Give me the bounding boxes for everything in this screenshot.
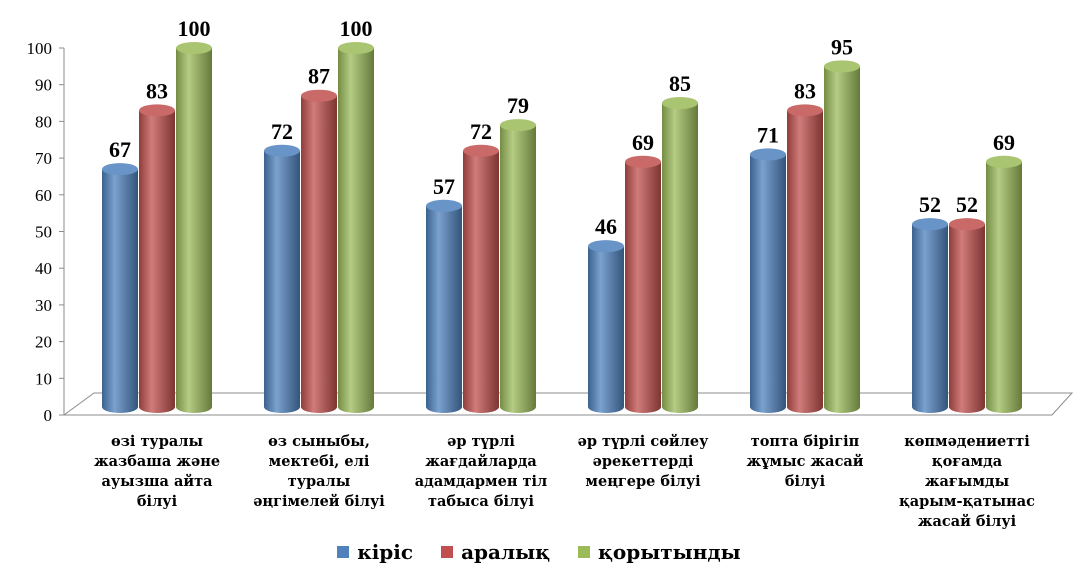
category-label-0: өзі туралы жазбаша және ауызша айта білу…: [93, 433, 221, 510]
data-label-3-series-2: 85: [669, 71, 691, 96]
y-tick-label: 100: [27, 39, 53, 58]
data-label-3-series-0: 46: [595, 214, 617, 239]
y-tick-label: 30: [35, 296, 52, 315]
data-label-2-series-1: 72: [470, 119, 492, 144]
legend-swatch-series-2: [578, 546, 591, 558]
legend-swatch-series-0: [337, 546, 350, 558]
bar-4-series-2: [824, 60, 860, 413]
data-label-2-series-0: 57: [433, 174, 455, 199]
data-label-2-series-2: 79: [507, 93, 529, 118]
data-labels-group: 67 83 100 72 87 100 57 72 79 46 69 85 71 83 95 52 52 69: [109, 16, 1015, 239]
bar-0-series-0: [102, 163, 138, 413]
category-label-4: топта бірігіп жұмыс жасай білуі: [746, 433, 864, 490]
legend: кіріс аралық қорытынды: [0, 540, 1078, 564]
data-label-5-series-1: 52: [956, 192, 978, 217]
data-label-4-series-0: 71: [757, 122, 779, 147]
bar-3-series-1: [625, 155, 661, 413]
data-label-1-series-1: 87: [308, 64, 330, 89]
bar-3-series-2: [662, 97, 698, 414]
y-tick-label: 90: [35, 76, 52, 95]
data-label-3-series-1: 69: [632, 130, 654, 155]
y-tick-label: 40: [35, 259, 52, 278]
bar-4-series-0: [750, 148, 786, 413]
y-axis: 0 10 20 30 40 50 60 70 80 90 100: [27, 39, 65, 425]
legend-label-series-2: қорытынды: [598, 540, 741, 564]
data-label-5-series-2: 69: [993, 130, 1015, 155]
category-label-2: әр түрлі жағдайларда адамдармен тіл табы…: [414, 433, 548, 510]
bar-3-series-0: [588, 240, 624, 413]
y-tick-label: 20: [35, 333, 52, 352]
bar-2-series-0: [426, 199, 462, 413]
data-label-5-series-0: 52: [919, 192, 941, 217]
bar-1-series-0: [264, 144, 300, 413]
bar-0-series-1: [139, 104, 175, 413]
data-label-1-series-2: 100: [340, 16, 373, 41]
y-tick-label: 60: [35, 186, 52, 205]
bars-group: [102, 42, 1022, 414]
legend-label-series-0: кіріс: [357, 540, 414, 564]
data-label-0-series-0: 67: [109, 137, 131, 162]
bar-5-series-1: [949, 218, 985, 413]
y-tick-label: 70: [35, 149, 52, 168]
y-tick-label: 50: [35, 223, 52, 242]
y-tick-label: 10: [35, 369, 52, 388]
data-label-4-series-1: 83: [794, 78, 816, 103]
bar-1-series-2: [338, 42, 374, 413]
data-label-1-series-0: 72: [271, 119, 293, 144]
category-label-1: өз сыныбы, мектебі, елі туралы әңгімелей…: [253, 433, 385, 510]
data-label-4-series-2: 95: [831, 34, 853, 59]
legend-swatch-series-1: [441, 546, 454, 558]
bar-1-series-1: [301, 89, 337, 414]
bar-2-series-1: [463, 144, 499, 413]
data-label-0-series-2: 100: [178, 16, 211, 41]
category-label-3: әр түрлі сөйлеу әрекеттерді меңгере білу…: [577, 433, 709, 490]
bar-5-series-0: [912, 218, 948, 413]
y-tick-label: 0: [44, 406, 53, 425]
legend-item-series-1: аралық: [441, 540, 550, 564]
legend-item-series-2: қорытынды: [578, 540, 741, 564]
bar-4-series-1: [787, 104, 823, 413]
legend-item-series-0: кіріс: [337, 540, 413, 564]
category-label-5: көпмәдениетті қоғамда жағымды қарым-қаты…: [898, 433, 1035, 530]
data-label-0-series-1: 83: [146, 78, 168, 103]
y-tick-label: 80: [35, 112, 52, 131]
bar-0-series-2: [176, 42, 212, 413]
legend-label-series-1: аралық: [461, 540, 551, 564]
bar-2-series-2: [500, 119, 536, 413]
bar-5-series-2: [986, 155, 1022, 413]
